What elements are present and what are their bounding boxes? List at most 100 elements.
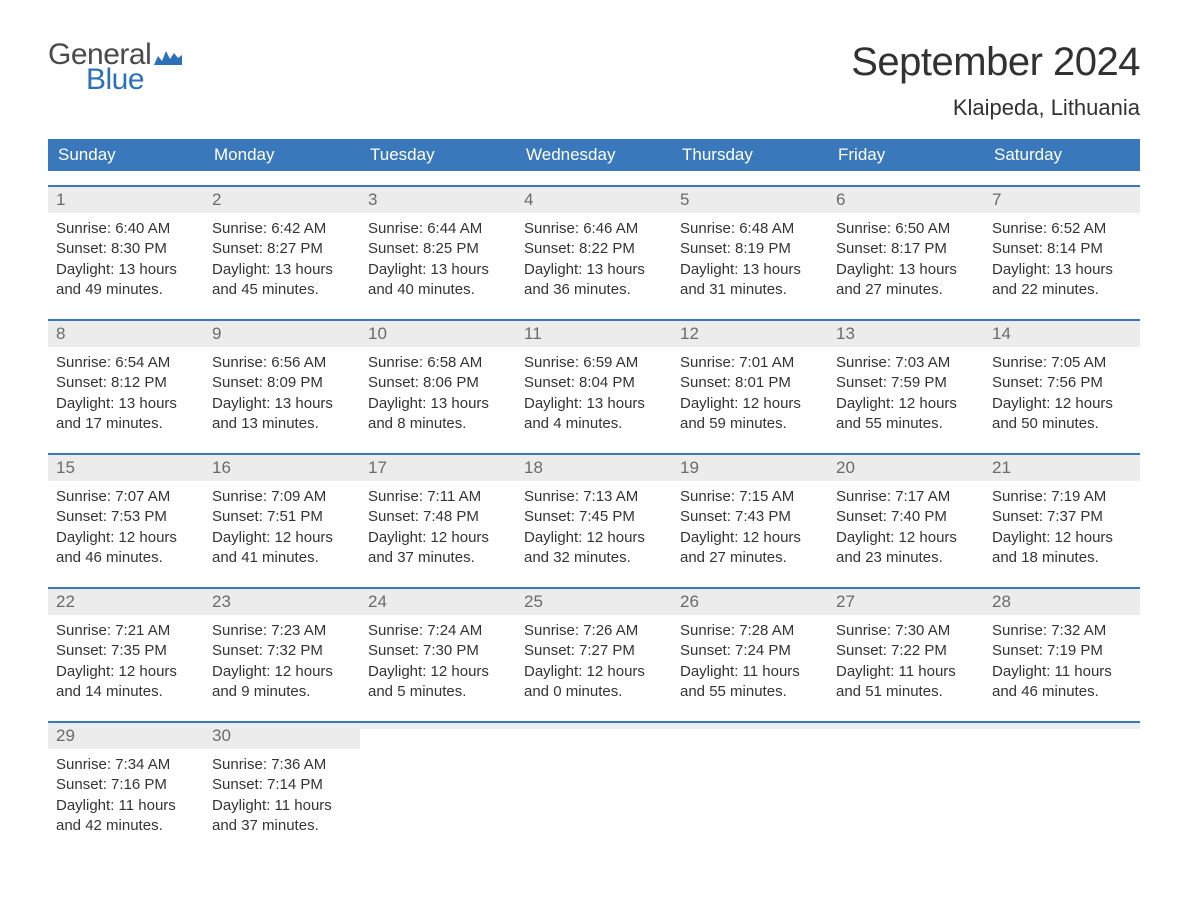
sunrise-text: Sunrise: 6:52 AM [992,219,1132,239]
day-data: Sunrise: 7:07 AMSunset: 7:53 PMDaylight:… [48,481,204,572]
daylight-line1: Daylight: 12 hours [56,528,196,548]
sunrise-text: Sunrise: 6:58 AM [368,353,508,373]
daylight-line1: Daylight: 12 hours [524,662,664,682]
daylight-line2: and 59 minutes. [680,414,820,434]
daylight-line2: and 22 minutes. [992,280,1132,300]
sunset-text: Sunset: 7:27 PM [524,641,664,661]
daylight-line1: Daylight: 11 hours [680,662,820,682]
daylight-line1: Daylight: 12 hours [836,528,976,548]
day-data: Sunrise: 6:54 AMSunset: 8:12 PMDaylight:… [48,347,204,438]
day-number-row: 14 [984,321,1140,347]
day-data: Sunrise: 7:32 AMSunset: 7:19 PMDaylight:… [984,615,1140,706]
calendar-day: 22Sunrise: 7:21 AMSunset: 7:35 PMDayligh… [48,589,204,707]
calendar-day: 24Sunrise: 7:24 AMSunset: 7:30 PMDayligh… [360,589,516,707]
sunset-text: Sunset: 7:24 PM [680,641,820,661]
day-number-row: 19 [672,455,828,481]
daylight-line2: and 41 minutes. [212,548,352,568]
daylight-line2: and 5 minutes. [368,682,508,702]
calendar-day: 20Sunrise: 7:17 AMSunset: 7:40 PMDayligh… [828,455,984,573]
sunrise-text: Sunrise: 7:24 AM [368,621,508,641]
day-data: Sunrise: 7:21 AMSunset: 7:35 PMDaylight:… [48,615,204,706]
day-number: 2 [204,187,360,213]
sunrise-text: Sunrise: 7:30 AM [836,621,976,641]
daylight-line2: and 13 minutes. [212,414,352,434]
day-number-row: 3 [360,187,516,213]
day-number-row: 21 [984,455,1140,481]
day-number: 7 [984,187,1140,213]
calendar-day: 30Sunrise: 7:36 AMSunset: 7:14 PMDayligh… [204,723,360,841]
day-number: 21 [984,455,1140,481]
daylight-line2: and 50 minutes. [992,414,1132,434]
sunset-text: Sunset: 7:43 PM [680,507,820,527]
calendar-day: 11Sunrise: 6:59 AMSunset: 8:04 PMDayligh… [516,321,672,439]
sunset-text: Sunset: 8:22 PM [524,239,664,259]
sunrise-text: Sunrise: 7:28 AM [680,621,820,641]
weekday-header: Thursday [672,139,828,171]
daylight-line1: Daylight: 12 hours [992,394,1132,414]
day-data: Sunrise: 7:34 AMSunset: 7:16 PMDaylight:… [48,749,204,840]
daylight-line2: and 37 minutes. [368,548,508,568]
day-number-row: 16 [204,455,360,481]
calendar-day [984,723,1140,841]
day-data: Sunrise: 6:58 AMSunset: 8:06 PMDaylight:… [360,347,516,438]
calendar-day: 9Sunrise: 6:56 AMSunset: 8:09 PMDaylight… [204,321,360,439]
day-number-row: 15 [48,455,204,481]
daylight-line1: Daylight: 13 hours [680,260,820,280]
sunrise-text: Sunrise: 7:36 AM [212,755,352,775]
daylight-line2: and 42 minutes. [56,816,196,836]
day-data: Sunrise: 6:59 AMSunset: 8:04 PMDaylight:… [516,347,672,438]
daylight-line2: and 0 minutes. [524,682,664,702]
day-data: Sunrise: 7:24 AMSunset: 7:30 PMDaylight:… [360,615,516,706]
sunrise-text: Sunrise: 7:09 AM [212,487,352,507]
day-number-row [360,723,516,729]
daylight-line1: Daylight: 11 hours [992,662,1132,682]
day-data: Sunrise: 6:52 AMSunset: 8:14 PMDaylight:… [984,213,1140,304]
day-number: 9 [204,321,360,347]
daylight-line1: Daylight: 13 hours [836,260,976,280]
sunset-text: Sunset: 8:09 PM [212,373,352,393]
weekday-header: Sunday [48,139,204,171]
daylight-line1: Daylight: 12 hours [368,528,508,548]
daylight-line2: and 51 minutes. [836,682,976,702]
day-number: 16 [204,455,360,481]
daylight-line1: Daylight: 13 hours [992,260,1132,280]
sunset-text: Sunset: 7:19 PM [992,641,1132,661]
day-number: 6 [828,187,984,213]
daylight-line1: Daylight: 12 hours [836,394,976,414]
day-number-row: 26 [672,589,828,615]
day-number: 30 [204,723,360,749]
day-data: Sunrise: 6:56 AMSunset: 8:09 PMDaylight:… [204,347,360,438]
weekday-header: Wednesday [516,139,672,171]
calendar-day: 6Sunrise: 6:50 AMSunset: 8:17 PMDaylight… [828,187,984,305]
sunrise-text: Sunrise: 6:54 AM [56,353,196,373]
calendar-day: 19Sunrise: 7:15 AMSunset: 7:43 PMDayligh… [672,455,828,573]
daylight-line2: and 49 minutes. [56,280,196,300]
calendar-day: 23Sunrise: 7:23 AMSunset: 7:32 PMDayligh… [204,589,360,707]
sunset-text: Sunset: 8:12 PM [56,373,196,393]
daylight-line1: Daylight: 13 hours [524,394,664,414]
daylight-line1: Daylight: 13 hours [212,394,352,414]
calendar-day: 26 Sunrise: 7:28 AMSunset: 7:24 PMDayligh… [672,589,828,707]
day-data: Sunrise: 7:09 AMSunset: 7:51 PMDaylight:… [204,481,360,572]
daylight-line1: Daylight: 13 hours [368,394,508,414]
calendar-day: 21Sunrise: 7:19 AMSunset: 7:37 PMDayligh… [984,455,1140,573]
calendar-day: 2Sunrise: 6:42 AMSunset: 8:27 PMDaylight… [204,187,360,305]
sunset-text: Sunset: 8:14 PM [992,239,1132,259]
daylight-line2: and 37 minutes. [212,816,352,836]
day-data: Sunrise: 7:23 AMSunset: 7:32 PMDaylight:… [204,615,360,706]
flag-icon [154,47,182,65]
day-number-row: 22 [48,589,204,615]
daylight-line1: Daylight: 12 hours [212,528,352,548]
day-number: 11 [516,321,672,347]
day-number: 23 [204,589,360,615]
day-number-row: 9 [204,321,360,347]
day-data: Sunrise: 7:11 AMSunset: 7:48 PMDaylight:… [360,481,516,572]
day-number-row: 17 [360,455,516,481]
calendar-day: 10Sunrise: 6:58 AMSunset: 8:06 PMDayligh… [360,321,516,439]
sunrise-text: Sunrise: 7:26 AM [524,621,664,641]
sunset-text: Sunset: 8:27 PM [212,239,352,259]
day-data: Sunrise: 7:05 AMSunset: 7:56 PMDaylight:… [984,347,1140,438]
day-number: 14 [984,321,1140,347]
weekday-header: Friday [828,139,984,171]
day-data: Sunrise: 7:13 AMSunset: 7:45 PMDaylight:… [516,481,672,572]
